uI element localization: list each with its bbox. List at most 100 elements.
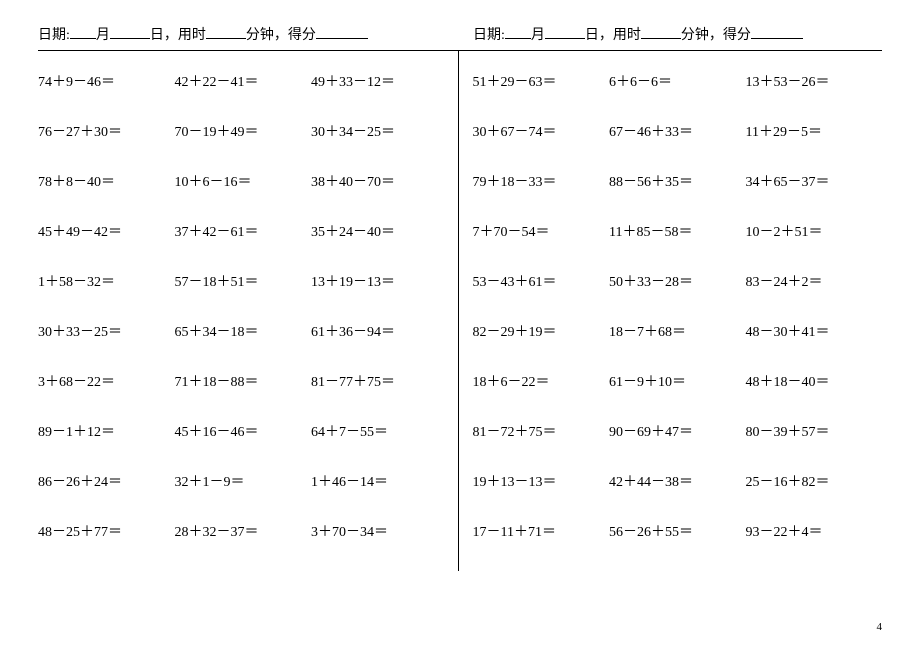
problem-cell: 81－77＋75＝ [311,371,448,391]
problem-row: 76－27＋30＝70－19＋49＝30＋34－25＝ [38,121,448,141]
problem-cell: 61－9＋10＝ [609,371,746,391]
month-suffix: 月 [531,28,545,43]
problem-row: 89－1＋12＝45＋16－46＝64＋7－55＝ [38,421,448,441]
problem-cell: 48－25＋77＝ [38,521,175,541]
problem-cell: 80－39＋57＝ [746,421,883,441]
problem-row: 45＋49－42＝37＋42－61＝35＋24－40＝ [38,221,448,241]
problem-cell: 30＋33－25＝ [38,321,175,341]
problem-cell: 38＋40－70＝ [311,171,448,191]
problem-cell: 51＋29－63＝ [473,71,610,91]
problem-row: 79＋18－33＝88－56＋35＝34＋65－37＝ [473,171,883,191]
problem-cell: 70－19＋49＝ [175,121,312,141]
blank-score [751,25,803,39]
problem-cell: 42＋22－41＝ [175,71,312,91]
problem-cell: 93－22＋4＝ [746,521,883,541]
problem-cell: 65＋34－18＝ [175,321,312,341]
problem-row: 86－26＋24＝32＋1－9＝1＋46－14＝ [38,471,448,491]
problem-cell: 48－30＋41＝ [746,321,883,341]
problem-row: 19＋13－13＝42＋44－38＝25－16＋82＝ [473,471,883,491]
problem-cell: 19＋13－13＝ [473,471,610,491]
problem-cell: 76－27＋30＝ [38,121,175,141]
blank-score [316,25,368,39]
problem-row: 30＋33－25＝65＋34－18＝61＋36－94＝ [38,321,448,341]
problem-cell: 42＋44－38＝ [609,471,746,491]
problem-row: 51＋29－63＝6＋6－6＝13＋53－26＝ [473,71,883,91]
problem-cell: 6＋6－6＝ [609,71,746,91]
problem-cell: 37＋42－61＝ [175,221,312,241]
problem-row: 17－11＋71＝56－26＋55＝93－22＋4＝ [473,521,883,541]
problem-cell: 74＋9－46＝ [38,71,175,91]
worksheet-page: 日期: 月 日，用时 分钟，得分 日期: 月 日，用时 分钟，得分 74＋9－46＝42＋2… [0,0,920,571]
problem-row: 1＋58－32＝57－18＋51＝13＋19－13＝ [38,271,448,291]
day-suffix: 日，用时 [150,28,206,43]
problem-cell: 53－43＋61＝ [473,271,610,291]
problem-row: 18＋6－22＝61－9＋10＝48＋18－40＝ [473,371,883,391]
problem-cell: 79＋18－33＝ [473,171,610,191]
problem-cell: 13＋53－26＝ [746,71,883,91]
problem-cell: 13＋19－13＝ [311,271,448,291]
problem-cell: 11＋85－58＝ [609,221,746,241]
problem-cell: 25－16＋82＝ [746,471,883,491]
problem-cell: 35＋24－40＝ [311,221,448,241]
problem-cell: 7＋70－54＝ [473,221,610,241]
header-row: 日期: 月 日，用时 分钟，得分 日期: 月 日，用时 分钟，得分 [38,24,882,44]
problem-cell: 34＋65－37＝ [746,171,883,191]
problem-row: 7＋70－54＝11＋85－58＝10－2＋51＝ [473,221,883,241]
problem-cell: 90－69＋47＝ [609,421,746,441]
problem-row: 3＋68－22＝71＋18－88＝81－77＋75＝ [38,371,448,391]
blank-day [110,25,150,39]
blank-minutes [206,25,246,39]
problem-row: 81－72＋75＝90－69＋47＝80－39＋57＝ [473,421,883,441]
header-right: 日期: 月 日，用时 分钟，得分 [447,24,882,44]
blank-day [545,25,585,39]
blank-minutes [641,25,681,39]
minute-suffix: 分钟，得分 [246,28,316,43]
problem-row: 74＋9－46＝42＋22－41＝49＋33－12＝ [38,71,448,91]
month-suffix: 月 [96,28,110,43]
minute-suffix: 分钟，得分 [681,28,751,43]
date-label: 日期: [473,28,505,43]
day-suffix: 日，用时 [585,28,641,43]
problem-cell: 32＋1－9＝ [175,471,312,491]
problem-cell: 88－56＋35＝ [609,171,746,191]
problem-cell: 48＋18－40＝ [746,371,883,391]
header-left: 日期:月日，用时分钟，得分 [38,24,447,44]
problem-cell: 28＋32－37＝ [175,521,312,541]
problems-grid: 74＋9－46＝42＋22－41＝49＋33－12＝ 76－27＋30＝70－19… [38,51,882,571]
problem-row: 53－43＋61＝50＋33－28＝83－24＋2＝ [473,271,883,291]
problem-cell: 45＋16－46＝ [175,421,312,441]
problem-row: 82－29＋19＝18－7＋68＝48－30＋41＝ [473,321,883,341]
problem-cell: 18＋6－22＝ [473,371,610,391]
problem-cell: 86－26＋24＝ [38,471,175,491]
problem-cell: 45＋49－42＝ [38,221,175,241]
problem-cell: 83－24＋2＝ [746,271,883,291]
problem-cell: 18－7＋68＝ [609,321,746,341]
problem-cell: 30＋67－74＝ [473,121,610,141]
problem-cell: 30＋34－25＝ [311,121,448,141]
problem-row: 78＋8－40＝10＋6－16＝38＋40－70＝ [38,171,448,191]
problem-cell: 56－26＋55＝ [609,521,746,541]
problem-cell: 89－1＋12＝ [38,421,175,441]
problem-cell: 81－72＋75＝ [473,421,610,441]
problem-cell: 10＋6－16＝ [175,171,312,191]
right-column-set: 51＋29－63＝6＋6－6＝13＋53－26＝ 30＋67－74＝67－46＋3… [458,51,883,571]
problem-cell: 1＋46－14＝ [311,471,448,491]
problem-cell: 1＋58－32＝ [38,271,175,291]
problem-cell: 3＋68－22＝ [38,371,175,391]
problem-cell: 50＋33－28＝ [609,271,746,291]
problem-cell: 10－2＋51＝ [746,221,883,241]
problem-cell: 71＋18－88＝ [175,371,312,391]
problem-cell: 11＋29－5＝ [746,121,883,141]
problem-row: 48－25＋77＝28＋32－37＝3＋70－34＝ [38,521,448,541]
problem-cell: 67－46＋33＝ [609,121,746,141]
blank-month [505,25,531,39]
problem-cell: 78＋8－40＝ [38,171,175,191]
problem-cell: 57－18＋51＝ [175,271,312,291]
problem-row: 30＋67－74＝67－46＋33＝11＋29－5＝ [473,121,883,141]
problem-cell: 17－11＋71＝ [473,521,610,541]
page-number: 4 [877,621,883,633]
problem-cell: 49＋33－12＝ [311,71,448,91]
left-column-set: 74＋9－46＝42＋22－41＝49＋33－12＝ 76－27＋30＝70－19… [38,51,458,571]
problem-cell: 61＋36－94＝ [311,321,448,341]
problem-cell: 82－29＋19＝ [473,321,610,341]
